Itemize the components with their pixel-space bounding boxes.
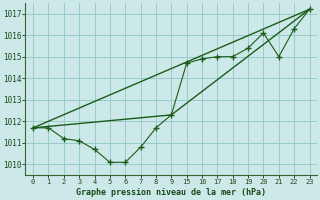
X-axis label: Graphe pression niveau de la mer (hPa): Graphe pression niveau de la mer (hPa): [76, 188, 266, 197]
